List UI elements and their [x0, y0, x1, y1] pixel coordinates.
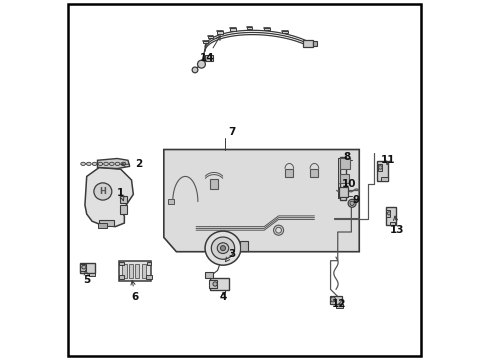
Bar	[203, 41, 208, 43]
Bar	[98, 224, 107, 228]
Bar	[145, 275, 151, 279]
Bar	[340, 157, 345, 200]
Bar	[120, 196, 126, 203]
Text: 14: 14	[199, 36, 220, 63]
Bar	[338, 187, 347, 197]
Ellipse shape	[103, 162, 108, 166]
Bar	[209, 280, 216, 288]
Bar	[264, 28, 269, 30]
Bar	[119, 262, 123, 265]
Ellipse shape	[347, 199, 355, 207]
Ellipse shape	[273, 225, 283, 235]
Bar	[120, 205, 126, 214]
Ellipse shape	[115, 162, 120, 166]
Bar	[167, 199, 174, 204]
Ellipse shape	[197, 60, 205, 68]
Text: 3: 3	[225, 248, 235, 262]
Bar	[389, 222, 395, 225]
Text: 1: 1	[117, 188, 124, 201]
Bar	[204, 55, 212, 61]
Ellipse shape	[217, 243, 228, 253]
Bar	[329, 296, 341, 305]
Bar	[128, 264, 133, 278]
Bar	[207, 36, 213, 38]
Text: 6: 6	[131, 281, 139, 302]
Bar	[339, 158, 349, 169]
Text: 11: 11	[380, 155, 394, 165]
Bar	[302, 40, 312, 47]
Ellipse shape	[275, 227, 281, 233]
Ellipse shape	[378, 166, 382, 169]
Bar	[119, 275, 124, 279]
Text: 4: 4	[219, 292, 226, 302]
Polygon shape	[97, 158, 129, 168]
Bar	[312, 41, 317, 46]
Bar	[80, 263, 95, 273]
Bar	[310, 169, 318, 177]
Ellipse shape	[349, 201, 353, 206]
Ellipse shape	[92, 162, 97, 166]
Bar	[209, 278, 229, 290]
Bar	[376, 161, 387, 181]
Text: 8: 8	[343, 152, 349, 162]
Text: 12: 12	[332, 299, 346, 309]
Bar	[210, 179, 218, 189]
Ellipse shape	[386, 212, 390, 215]
Ellipse shape	[330, 297, 335, 302]
Bar	[239, 241, 247, 251]
Bar	[119, 261, 151, 280]
Ellipse shape	[81, 162, 85, 166]
Bar	[122, 264, 126, 278]
Ellipse shape	[121, 162, 125, 166]
Bar	[386, 210, 389, 217]
Ellipse shape	[81, 265, 86, 269]
Text: H: H	[99, 187, 106, 196]
Bar	[142, 264, 145, 278]
Bar	[380, 177, 387, 181]
Ellipse shape	[211, 237, 234, 259]
Bar	[99, 220, 113, 226]
Bar	[146, 262, 151, 265]
Ellipse shape	[192, 67, 198, 73]
Ellipse shape	[94, 183, 112, 200]
Ellipse shape	[86, 162, 91, 166]
Bar	[217, 31, 223, 33]
Bar	[204, 272, 212, 278]
Bar	[246, 27, 252, 29]
Text: 9: 9	[351, 195, 359, 205]
Bar	[385, 207, 395, 225]
Text: 7: 7	[228, 127, 235, 137]
Bar	[281, 31, 287, 33]
Bar	[340, 174, 349, 183]
Ellipse shape	[109, 162, 114, 166]
Ellipse shape	[212, 282, 217, 286]
Bar	[377, 164, 381, 171]
Bar	[335, 304, 343, 308]
Bar	[88, 273, 95, 276]
Bar	[80, 264, 86, 271]
Ellipse shape	[220, 246, 225, 251]
Polygon shape	[85, 167, 133, 226]
Ellipse shape	[204, 231, 241, 265]
Text: 5: 5	[83, 270, 90, 285]
Bar	[135, 264, 139, 278]
Text: 10: 10	[341, 179, 355, 189]
Ellipse shape	[98, 162, 102, 166]
Text: 13: 13	[389, 216, 404, 235]
Bar	[285, 169, 293, 177]
Polygon shape	[163, 149, 359, 252]
Text: 2: 2	[121, 159, 142, 169]
Bar	[230, 28, 236, 31]
